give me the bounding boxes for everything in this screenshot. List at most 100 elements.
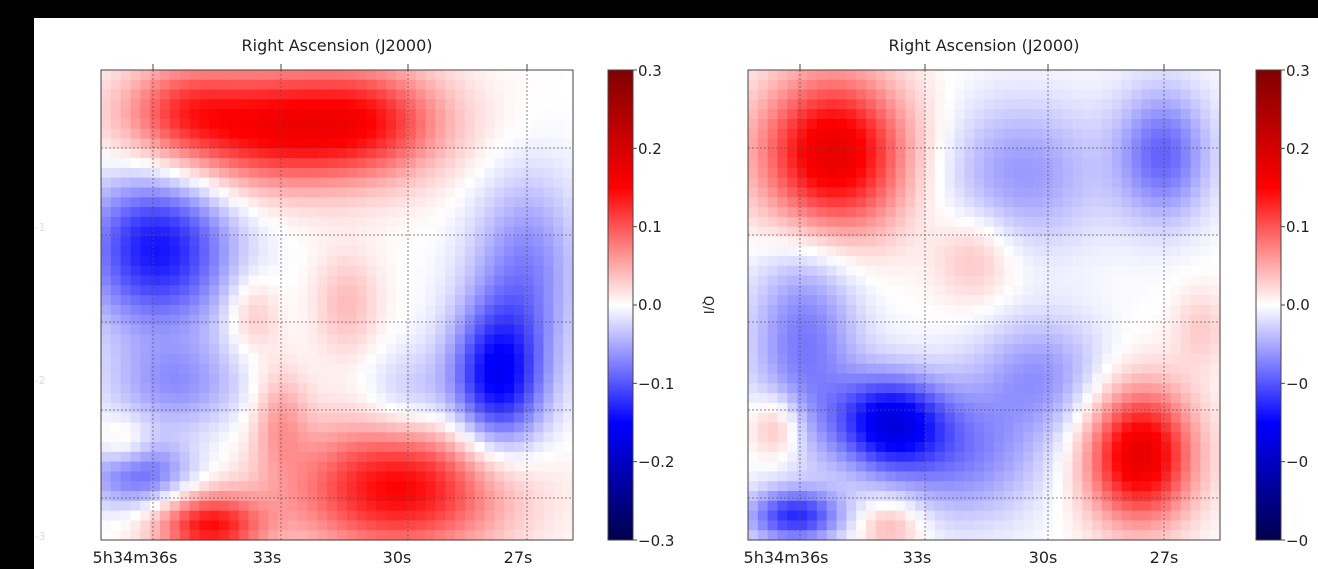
right-heatmap-cell (944, 500, 956, 512)
right-heatmap-cell (1003, 265, 1015, 277)
right-heatmap-cell (846, 481, 857, 492)
left-heatmap-cell (327, 471, 338, 482)
right-heatmap-cell (1200, 353, 1211, 365)
right-heatmap-cell (767, 451, 779, 463)
right-heatmap-cell (797, 167, 808, 179)
right-heatmap-cell (1013, 383, 1024, 394)
right-heatmap-cell (954, 305, 965, 316)
right-heatmap-cell (984, 138, 995, 149)
right-heatmap-cell (915, 481, 926, 492)
left-heatmap-cell (169, 491, 181, 502)
left-heatmap-cell (366, 246, 377, 257)
left-heatmap-cell (386, 305, 397, 316)
left-heatmap-cell (228, 383, 240, 394)
left-heatmap-cell (278, 295, 289, 306)
right-heatmap-cell (1151, 383, 1162, 394)
left-heatmap-cell (189, 285, 200, 296)
right-heatmap-cell (856, 324, 867, 335)
right-heatmap-cell (1082, 491, 1093, 502)
right-heatmap-cell (1013, 363, 1024, 375)
left-heatmap-cell (130, 275, 141, 287)
left-heatmap-cell (327, 275, 338, 287)
right-heatmap-cell (1210, 373, 1221, 384)
left-heatmap-cell (228, 471, 240, 482)
right-heatmap-cell (944, 305, 956, 316)
left-heatmap-cell (435, 461, 446, 473)
left-heatmap-cell (396, 118, 407, 130)
left-heatmap-cell (474, 158, 486, 169)
left-heatmap-cell (415, 256, 427, 267)
left-heatmap-cell (317, 353, 328, 365)
right-heatmap-cell (925, 128, 936, 140)
left-heatmap-cell (563, 334, 574, 345)
left-heatmap-cell (346, 334, 358, 345)
right-heatmap-cell (1170, 461, 1182, 473)
right-heatmap-cell (1013, 422, 1024, 433)
right-heatmap-cell (767, 402, 779, 414)
left-heatmap-cell (337, 461, 348, 473)
right-heatmap-cell (993, 500, 1005, 512)
left-heatmap-cell (287, 432, 299, 443)
right-heatmap-cell (1082, 442, 1093, 453)
right-heatmap-cell (964, 275, 975, 287)
right-heatmap-cell (934, 481, 946, 492)
right-heatmap-cell (925, 471, 936, 482)
right-heatmap-cell (1190, 265, 1201, 277)
right-heatmap-cell (974, 148, 985, 159)
left-heatmap-cell (425, 393, 436, 404)
left-heatmap-cell (238, 442, 250, 453)
right-heatmap-cell (836, 167, 847, 179)
left-heatmap-cell (160, 226, 171, 238)
right-heatmap-cell (1190, 393, 1201, 404)
left-heatmap-cell (346, 530, 358, 541)
left-heatmap-cell (523, 275, 535, 287)
right-heatmap-cell (1052, 491, 1064, 502)
left-heatmap-cell (228, 491, 240, 502)
right-heatmap-cell (787, 383, 798, 394)
left-heatmap-cell (543, 99, 554, 110)
left-heatmap-cell (297, 295, 309, 306)
left-heatmap-cell (130, 167, 141, 179)
right-heatmap-cell (807, 412, 818, 424)
right-heatmap-cell (1092, 285, 1103, 296)
right-heatmap-cell (826, 148, 838, 159)
right-heatmap-cell (954, 442, 965, 453)
left-heatmap-cell (366, 265, 377, 277)
left-heatmap-cell (140, 148, 151, 159)
right-heatmap-cell (895, 402, 906, 414)
right-heatmap-cell (1161, 305, 1172, 316)
right-heatmap-cell (757, 402, 769, 414)
right-heatmap-cell (807, 393, 818, 404)
right-heatmap-cell (757, 167, 769, 179)
left-heatmap-cell (140, 187, 151, 198)
right-heatmap-cell (1033, 70, 1044, 81)
right-heatmap-cell (767, 344, 779, 355)
right-heatmap-cell (964, 197, 975, 208)
left-heatmap-cell (563, 324, 574, 335)
right-heatmap-cell (1003, 226, 1015, 238)
left-heatmap-cell (140, 109, 151, 120)
left-heatmap-cell (474, 216, 486, 228)
right-heatmap-cell (1072, 118, 1083, 130)
right-heatmap-cell (836, 148, 847, 159)
right-heatmap-cell (826, 167, 838, 179)
left-heatmap-cell (110, 99, 122, 110)
left-heatmap-cell (189, 275, 200, 287)
left-heatmap-cell (376, 216, 387, 228)
left-heatmap-cell (278, 177, 289, 189)
left-heatmap-cell (219, 305, 230, 316)
right-heatmap-cell (1121, 314, 1133, 326)
right-heatmap-cell (846, 226, 857, 238)
right-heatmap-cell (1003, 471, 1015, 482)
right-heatmap-cell (915, 226, 926, 238)
left-heatmap-cell (484, 481, 495, 492)
left-heatmap-cell (327, 246, 338, 257)
left-heatmap-cell (209, 275, 220, 287)
right-heatmap-cell (1121, 167, 1133, 179)
left-heatmap-cell (189, 109, 200, 120)
left-heatmap-cell (268, 275, 279, 287)
right-heatmap-cell (1082, 128, 1093, 140)
left-heatmap-cell (258, 412, 269, 424)
right-heatmap-cell (944, 373, 956, 384)
left-heatmap-cell (130, 520, 141, 531)
